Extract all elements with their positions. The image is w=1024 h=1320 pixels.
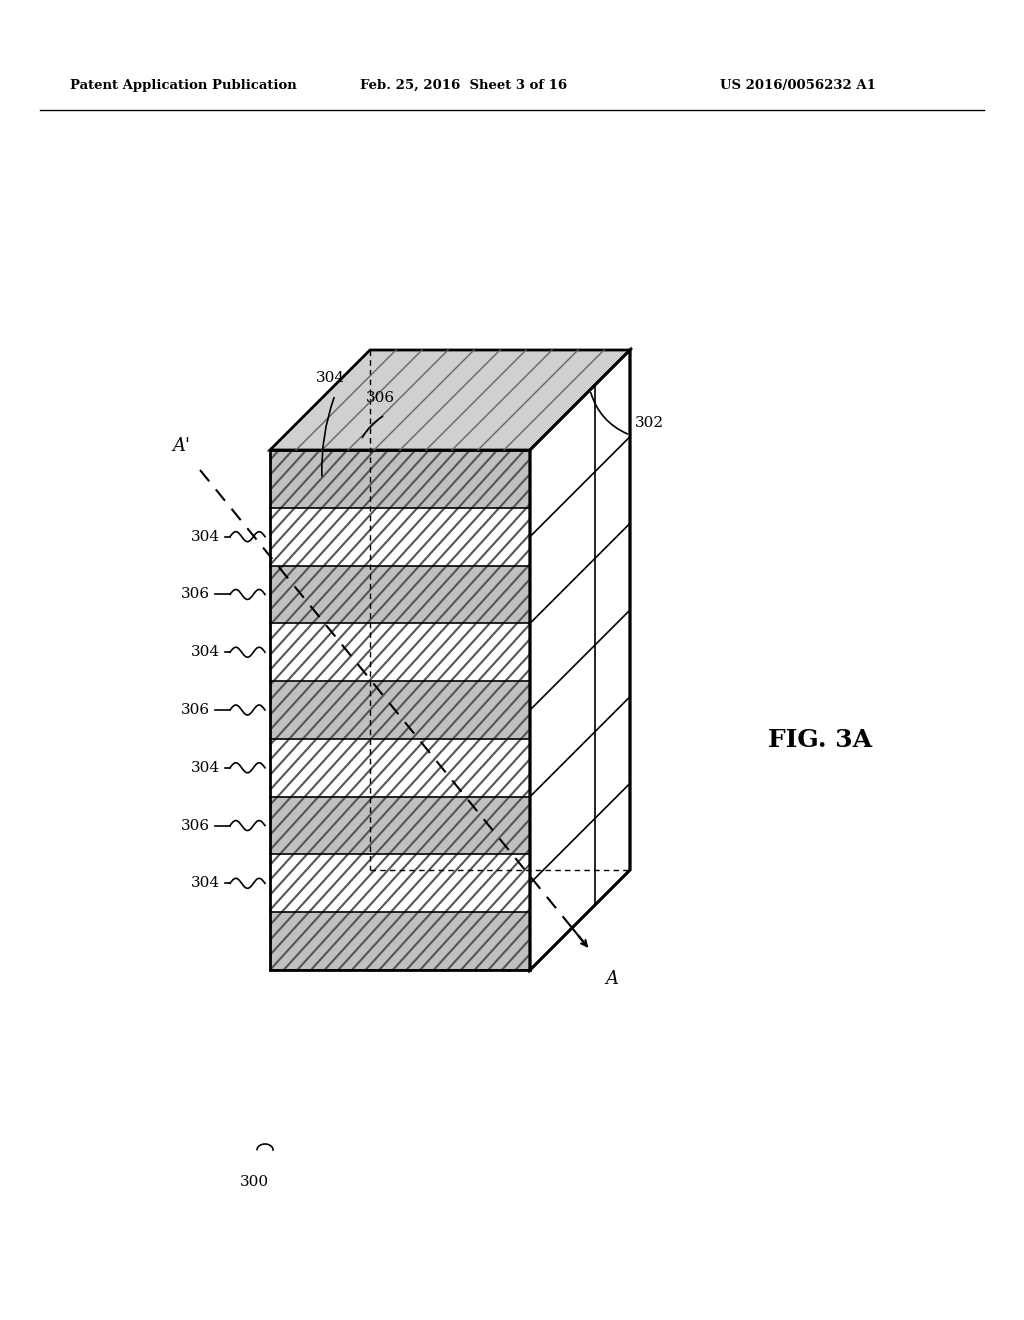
Polygon shape [270, 854, 530, 912]
Text: 304: 304 [190, 645, 220, 659]
Text: 304: 304 [190, 760, 220, 775]
Text: A: A [605, 970, 618, 987]
Text: Feb. 25, 2016  Sheet 3 of 16: Feb. 25, 2016 Sheet 3 of 16 [360, 78, 567, 91]
Polygon shape [270, 450, 530, 970]
Polygon shape [270, 350, 630, 450]
Polygon shape [270, 739, 530, 797]
Polygon shape [270, 565, 530, 623]
Polygon shape [270, 450, 530, 508]
Text: US 2016/0056232 A1: US 2016/0056232 A1 [720, 78, 876, 91]
Text: 306: 306 [366, 391, 394, 405]
Text: 302: 302 [635, 416, 665, 430]
Text: 304: 304 [190, 876, 220, 890]
Text: 304: 304 [315, 371, 344, 385]
Text: Patent Application Publication: Patent Application Publication [70, 78, 297, 91]
Polygon shape [270, 508, 530, 565]
Text: 306: 306 [181, 587, 210, 602]
Text: A': A' [172, 437, 190, 455]
Text: 300: 300 [240, 1175, 269, 1189]
Polygon shape [270, 912, 530, 970]
Text: 306: 306 [181, 818, 210, 833]
Text: FIG. 3A: FIG. 3A [768, 729, 872, 752]
Text: 304: 304 [190, 529, 220, 544]
Polygon shape [270, 681, 530, 739]
Polygon shape [270, 623, 530, 681]
Polygon shape [270, 797, 530, 854]
Text: 306: 306 [181, 704, 210, 717]
Polygon shape [530, 350, 630, 970]
